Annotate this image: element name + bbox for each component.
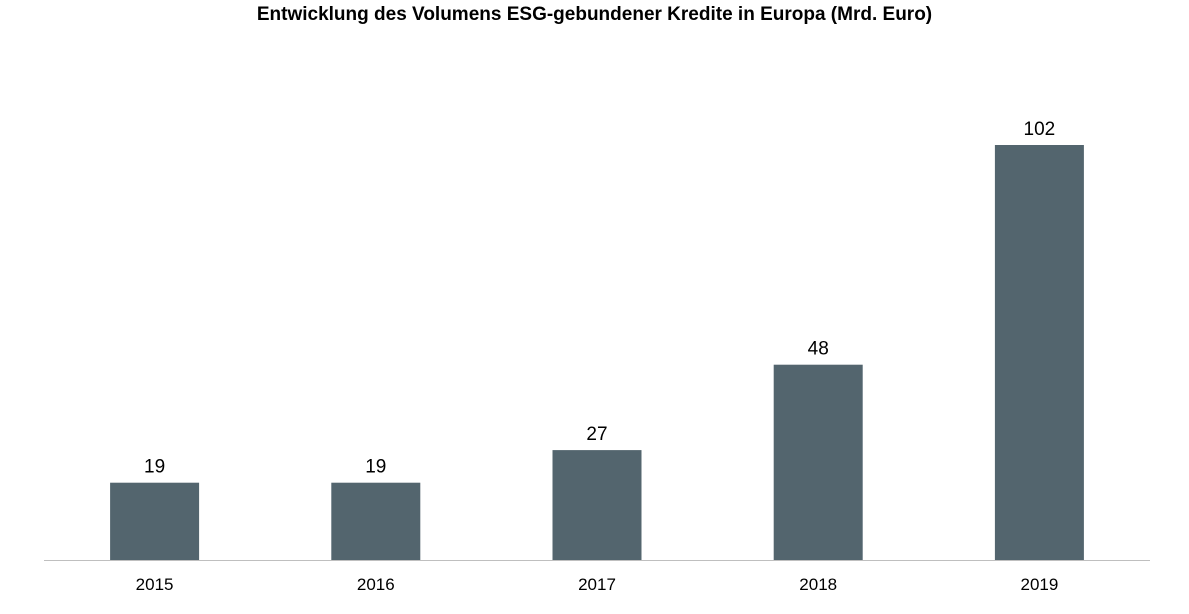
bar-2015 — [110, 482, 200, 560]
x-tick-label-2018: 2018 — [799, 575, 837, 594]
data-label-2019: 102 — [1024, 119, 1056, 140]
bar-2018 — [773, 364, 863, 560]
bar-2019 — [994, 145, 1084, 560]
x-tick-label-2015: 2015 — [136, 575, 174, 594]
bar-2017 — [552, 450, 642, 560]
x-tick-label-2016: 2016 — [357, 575, 395, 594]
bar-2016 — [331, 482, 421, 560]
chart-title: Entwicklung des Volumens ESG-gebundener … — [256, 4, 933, 25]
data-label-2017: 27 — [586, 424, 607, 445]
data-label-2018: 48 — [808, 339, 829, 360]
value-labels-group: 19 19 27 48 102 — [144, 119, 1055, 478]
x-tick-label-2019: 2019 — [1020, 575, 1058, 594]
data-label-2016: 19 — [365, 457, 386, 478]
x-tick-labels-group: 2015 2016 2017 2018 2019 — [136, 575, 1059, 594]
data-label-2015: 19 — [144, 457, 165, 478]
x-tick-label-2017: 2017 — [578, 575, 616, 594]
bars-group — [110, 145, 1084, 560]
